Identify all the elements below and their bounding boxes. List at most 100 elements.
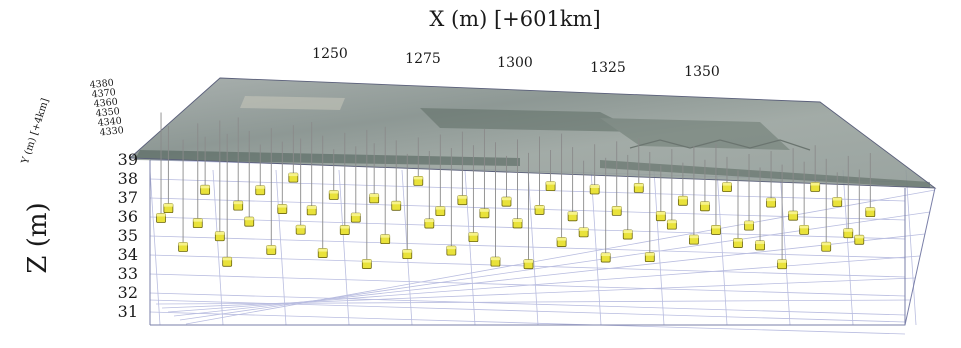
surface-outline — [128, 77, 937, 189]
vertical-grid-line — [590, 169, 602, 326]
y-tick-label: 4370 — [91, 87, 116, 100]
data-point-highlight — [200, 185, 210, 189]
z-tick-label: 31 — [118, 302, 138, 321]
data-point-highlight — [413, 176, 423, 180]
floor-grid-line — [167, 255, 921, 313]
x-tick-label: 1300 — [497, 55, 533, 71]
data-point-highlight — [810, 182, 820, 186]
z-axis-title: Z (m) — [23, 202, 53, 273]
z-tick-label: 34 — [118, 245, 138, 264]
data-point-highlight — [843, 228, 853, 232]
x-axis-title: X (m) [+601km] — [429, 7, 600, 31]
data-point-highlight — [266, 245, 276, 249]
floor-grid-line — [179, 211, 931, 321]
data-point-highlight — [215, 231, 225, 235]
data-point-highlight — [435, 206, 445, 210]
data-point-highlight — [678, 196, 688, 200]
z-grid-line — [149, 235, 906, 259]
x-tick-label: 1275 — [405, 51, 441, 67]
data-point-highlight — [777, 259, 787, 263]
data-point-highlight — [667, 220, 677, 224]
data-point-highlight — [788, 211, 798, 215]
data-point-highlight — [391, 201, 401, 205]
data-point-highlight — [766, 198, 776, 202]
data-point-highlight — [799, 225, 809, 229]
data-point-highlight — [329, 190, 339, 194]
y-tick-label: 4360 — [93, 97, 118, 110]
x-axis: X (m) [+601km] 1250 1275 1300 1325 1350 — [312, 7, 720, 80]
data-point-highlight — [546, 181, 556, 185]
vertical-grid-line — [653, 169, 665, 326]
vertical-grid-line — [212, 169, 224, 326]
data-point-highlight — [579, 227, 589, 231]
vertical-grid-line — [716, 169, 728, 326]
data-point-highlight — [601, 253, 611, 257]
data-point-highlight — [163, 203, 173, 207]
data-point-highlight — [402, 249, 412, 253]
data-point-highlight — [656, 211, 666, 215]
data-point-highlight — [590, 185, 600, 188]
z-tick-label: 36 — [118, 207, 138, 226]
data-point-highlight — [222, 257, 232, 261]
data-point-highlight — [832, 197, 842, 201]
data-point-highlight — [513, 218, 522, 222]
data-point-highlight — [821, 242, 831, 246]
data-point-highlight — [446, 246, 456, 250]
terrain-detail — [135, 96, 930, 188]
data-point-highlight — [318, 248, 328, 252]
vertical-grid-line — [149, 169, 161, 326]
data-point-highlight — [689, 235, 699, 239]
vertical-grid-line — [842, 169, 854, 326]
data-point-highlight — [244, 217, 254, 221]
data-point-highlight — [865, 207, 875, 211]
data-point-highlight — [557, 237, 567, 241]
z-tick-label: 32 — [118, 283, 138, 302]
data-point-highlight — [722, 182, 732, 186]
data-point-highlight — [645, 252, 655, 256]
z-tick-label: 38 — [118, 169, 138, 188]
y-tick-label: 4380 — [89, 78, 114, 91]
data-point-highlight — [744, 221, 754, 225]
data-point-highlight — [612, 206, 622, 210]
data-point-highlight — [307, 205, 317, 209]
vertical-grid-line — [275, 169, 287, 326]
z-grid-line — [149, 197, 906, 221]
x-tick-labels: 1250 1275 1300 1325 1350 — [312, 46, 720, 80]
z-grid-line — [149, 292, 906, 316]
data-point-highlight — [854, 235, 864, 239]
data-point-highlight — [711, 225, 721, 229]
data-point-highlight — [755, 240, 765, 244]
z-grid-line — [149, 178, 906, 202]
terrain-image-surface — [130, 78, 935, 188]
vertical-grid-line — [527, 169, 539, 326]
data-point-highlight — [255, 185, 265, 189]
data-point-highlight — [340, 225, 350, 229]
y-tick-label: 4340 — [97, 116, 122, 129]
data-point-highlight — [457, 195, 467, 199]
vertical-grid-line — [338, 169, 350, 326]
vertical-grid-line — [779, 169, 791, 326]
y-tick-label: 4330 — [99, 125, 124, 138]
vertical-grid-line — [905, 169, 917, 326]
data-point-highlight — [535, 205, 545, 209]
x-tick-label: 1325 — [590, 60, 626, 76]
z-grid-line — [149, 311, 906, 335]
data-point-highlight — [351, 213, 361, 217]
x-tick-label: 1350 — [684, 64, 720, 80]
z-tick-label: 33 — [118, 264, 138, 283]
data-point-highlight — [178, 242, 188, 246]
y-axis-title: Y (m) [+4km] — [20, 97, 52, 166]
data-point-highlight — [233, 201, 243, 205]
data-point-highlight — [277, 204, 287, 208]
floor-grid-line — [185, 189, 936, 325]
data-point-highlight — [634, 183, 644, 187]
data-point-highlight — [490, 257, 500, 261]
data-point-highlight — [156, 213, 166, 217]
z-tick-label: 39 — [118, 150, 138, 169]
data-point-highlight — [623, 230, 633, 234]
